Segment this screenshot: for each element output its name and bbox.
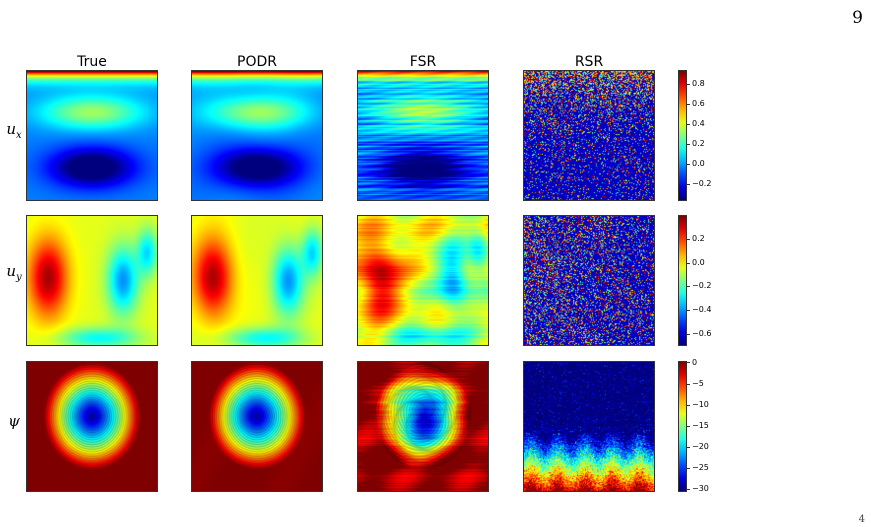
column-title-fsr: FSR [409, 54, 437, 70]
colorbar-ux-tick: 0.8 [692, 79, 705, 88]
panel-uy-true [26, 215, 158, 346]
colorbar-psi-tick: −15 [692, 421, 709, 430]
panel-uy-podr [191, 215, 323, 346]
panel-psi-podr [191, 361, 323, 492]
colorbar-ux [678, 70, 687, 201]
colorbar-ux-tick: 0.4 [692, 119, 705, 128]
colorbar-psi-tick: −25 [692, 463, 709, 472]
panel-psi-rsr [523, 361, 655, 492]
colorbar-ux-tick: 0.2 [692, 139, 705, 148]
colorbar-psi-tick: −10 [692, 400, 709, 409]
colorbar-uy [678, 215, 687, 346]
panel-ux-true [26, 70, 158, 201]
colorbar-psi-tick: 0 [692, 358, 698, 367]
colorbar-psi-tick: −20 [692, 442, 709, 451]
colorbar-uy-tick: 0.0 [692, 258, 705, 267]
corner-mark: 4 [858, 514, 865, 525]
panel-ux-fsr [357, 70, 489, 201]
row-label-ux: ux [6, 120, 22, 141]
colorbar-psi [678, 361, 687, 492]
panel-ux-podr [191, 70, 323, 201]
row-label-psi: ψ [8, 412, 20, 430]
colorbar-uy-tick: −0.4 [692, 305, 712, 314]
panel-uy-rsr [523, 215, 655, 346]
page-number: 9 [852, 8, 863, 28]
column-title-true: True [77, 54, 107, 70]
panel-uy-fsr [357, 215, 489, 346]
colorbar-psi-tick: −30 [692, 484, 709, 493]
colorbar-uy-tick: −0.6 [692, 329, 712, 338]
colorbar-uy-tick: 0.2 [692, 234, 705, 243]
row-label-uy: uy [6, 262, 22, 283]
panel-psi-fsr [357, 361, 489, 492]
colorbar-uy-tick: −0.2 [692, 281, 712, 290]
colorbar-ux-tick: −0.2 [692, 179, 712, 188]
panel-psi-true [26, 361, 158, 492]
colorbar-ux-tick: 0.0 [692, 159, 705, 168]
colorbar-psi-tick: −5 [692, 379, 704, 388]
column-title-rsr: RSR [574, 54, 604, 70]
panel-ux-rsr [523, 70, 655, 201]
column-title-podr: PODR [237, 54, 277, 70]
colorbar-ux-tick: 0.6 [692, 99, 705, 108]
